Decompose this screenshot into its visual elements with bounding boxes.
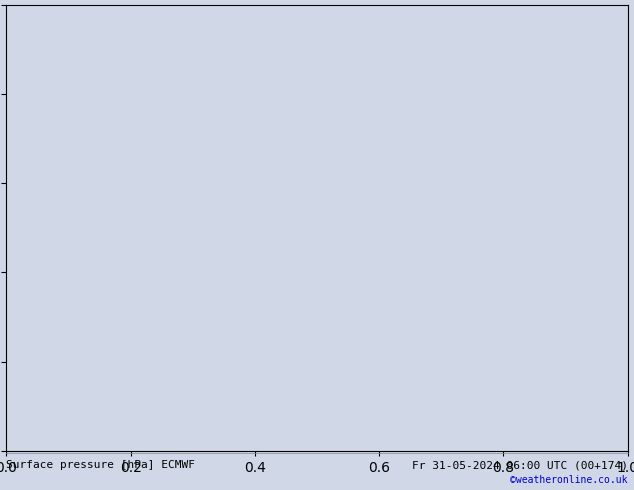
Text: Surface pressure [hPa] ECMWF: Surface pressure [hPa] ECMWF: [6, 461, 195, 470]
Text: ©weatheronline.co.uk: ©weatheronline.co.uk: [510, 475, 628, 485]
Text: Fr 31-05-2024 06:00 UTC (00+174): Fr 31-05-2024 06:00 UTC (00+174): [411, 461, 628, 470]
